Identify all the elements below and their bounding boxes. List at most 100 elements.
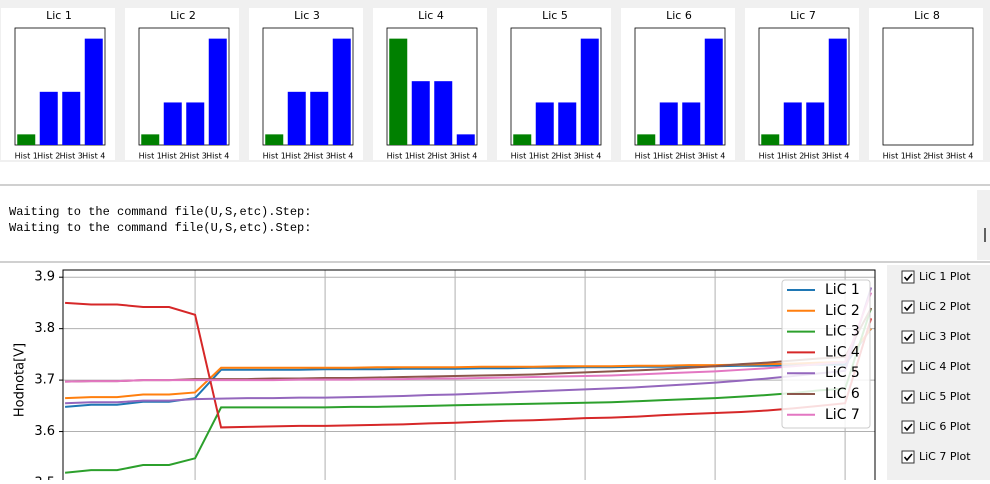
bar bbox=[513, 134, 532, 145]
x-tick-label: Hist 4 bbox=[82, 152, 105, 161]
checkmark bbox=[903, 333, 913, 342]
bar bbox=[265, 134, 284, 145]
x-tick-label: Hist 2 bbox=[905, 152, 928, 161]
checkmark bbox=[903, 393, 913, 402]
x-tick-label: Hist 4 bbox=[826, 152, 849, 161]
checkbox-label[interactable]: LiC 1 Plot bbox=[919, 270, 971, 283]
legend-label: LiC 5 bbox=[825, 365, 860, 381]
series-line bbox=[65, 287, 873, 405]
x-tick-label: Hist 3 bbox=[184, 152, 207, 161]
x-tick-label: Hist 2 bbox=[657, 152, 680, 161]
bar bbox=[580, 38, 599, 145]
bar bbox=[310, 91, 329, 145]
bar bbox=[535, 102, 554, 145]
chart-title: Lic 3 bbox=[294, 9, 320, 22]
bar bbox=[704, 38, 723, 145]
plot-frame bbox=[14, 27, 106, 146]
x-tick-label: Hist 3 bbox=[60, 152, 83, 161]
legend-label: LiC 7 bbox=[825, 407, 860, 423]
plot-frame bbox=[386, 27, 478, 146]
y-tick-label: 3.7 bbox=[34, 373, 55, 388]
x-tick-label: Hist 1 bbox=[511, 152, 534, 161]
bar bbox=[434, 81, 453, 145]
bar bbox=[761, 134, 780, 145]
chart-title: Lic 5 bbox=[542, 9, 568, 22]
legend-label: LiC 1 bbox=[825, 282, 860, 298]
x-tick-label: Hist 3 bbox=[804, 152, 827, 161]
checkbox-label[interactable]: LiC 3 Plot bbox=[919, 330, 971, 343]
bar bbox=[558, 102, 577, 145]
x-tick-label: Hist 1 bbox=[15, 152, 38, 161]
chart-title: Lic 8 bbox=[914, 9, 940, 22]
checkmark bbox=[903, 453, 913, 462]
bar bbox=[17, 134, 36, 145]
x-tick-label: Hist 2 bbox=[409, 152, 432, 161]
legend-label: LiC 6 bbox=[825, 386, 860, 402]
plot-frame bbox=[138, 27, 230, 146]
y-tick-label: 3.9 bbox=[34, 270, 55, 285]
chart-title: Lic 7 bbox=[790, 9, 816, 22]
bar bbox=[806, 102, 825, 145]
x-tick-label: Hist 2 bbox=[161, 152, 184, 161]
checkbox-label[interactable]: LiC 2 Plot bbox=[919, 300, 971, 313]
x-tick-label: Hist 4 bbox=[578, 152, 601, 161]
bar bbox=[783, 102, 802, 145]
series-line bbox=[65, 292, 873, 383]
checkmark bbox=[903, 273, 913, 282]
checkbox[interactable] bbox=[901, 390, 915, 404]
legend-label: LiC 3 bbox=[825, 324, 860, 340]
bar bbox=[637, 134, 656, 145]
checkbox[interactable] bbox=[901, 270, 915, 284]
checkbox-label[interactable]: LiC 5 Plot bbox=[919, 390, 971, 403]
x-tick-label: Hist 3 bbox=[928, 152, 951, 161]
legend-box bbox=[781, 279, 871, 429]
plot-frame bbox=[758, 27, 850, 146]
x-tick-label: Hist 2 bbox=[533, 152, 556, 161]
checkbox[interactable] bbox=[901, 420, 915, 434]
chart-title: Lic 2 bbox=[170, 9, 196, 22]
checkbox[interactable] bbox=[901, 330, 915, 344]
x-tick-label: Hist 1 bbox=[139, 152, 162, 161]
bar bbox=[828, 38, 847, 145]
bar bbox=[62, 91, 81, 145]
console-line: Waiting to the command file(U,S,etc).Ste… bbox=[9, 205, 311, 219]
series-line bbox=[65, 301, 873, 429]
plot-frame bbox=[262, 27, 354, 146]
chart-title: Lic 1 bbox=[46, 9, 72, 22]
chart-title: Lic 4 bbox=[418, 9, 444, 22]
x-tick-label: Hist 1 bbox=[883, 152, 906, 161]
bar bbox=[287, 91, 306, 145]
series-line bbox=[65, 307, 872, 383]
x-tick-label: Hist 4 bbox=[330, 152, 353, 161]
bar bbox=[208, 38, 227, 145]
checkbox[interactable] bbox=[901, 360, 915, 374]
scrollbar[interactable] bbox=[977, 190, 990, 260]
bar bbox=[659, 102, 678, 145]
checkmark bbox=[903, 303, 913, 312]
checkmark bbox=[903, 363, 913, 372]
checkbox-label[interactable]: LiC 6 Plot bbox=[919, 420, 971, 433]
bar bbox=[332, 38, 351, 145]
bar bbox=[84, 38, 103, 145]
checkbox[interactable] bbox=[901, 450, 915, 464]
bar bbox=[39, 91, 58, 145]
checkbox[interactable] bbox=[901, 300, 915, 314]
x-tick-label: Hist 3 bbox=[308, 152, 331, 161]
y-tick-label: 3.6 bbox=[34, 424, 55, 439]
x-tick-label: Hist 4 bbox=[454, 152, 477, 161]
x-tick-label: Hist 3 bbox=[432, 152, 455, 161]
bar bbox=[456, 134, 475, 145]
bar bbox=[411, 81, 430, 145]
y-tick-label: 3.5 bbox=[34, 476, 55, 481]
x-tick-label: Hist 4 bbox=[702, 152, 725, 161]
bar bbox=[141, 134, 160, 145]
scroll-thumb[interactable] bbox=[984, 228, 986, 242]
x-tick-label: Hist 1 bbox=[759, 152, 782, 161]
console-line: Waiting to the command file(U,S,etc).Ste… bbox=[9, 221, 311, 235]
x-tick-label: Hist 3 bbox=[680, 152, 703, 161]
checkbox-label[interactable]: LiC 4 Plot bbox=[919, 360, 971, 373]
checkbox-label[interactable]: LiC 7 Plot bbox=[919, 450, 971, 463]
checkmark bbox=[903, 423, 913, 432]
